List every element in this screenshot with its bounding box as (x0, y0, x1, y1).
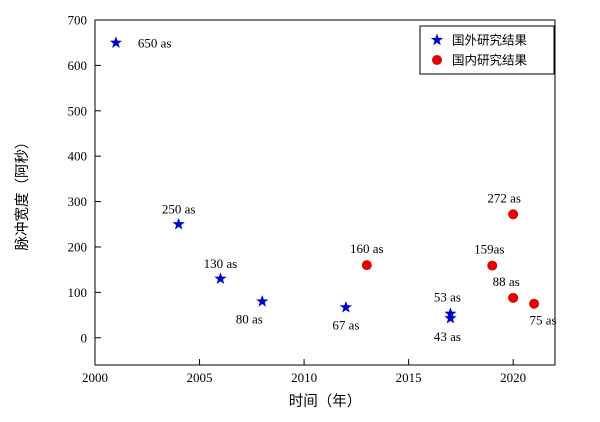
x-tick-label: 2015 (396, 370, 422, 385)
point-label: 43 as (434, 329, 461, 344)
point-label: 75 as (530, 313, 557, 328)
star-marker (256, 294, 269, 307)
star-marker (339, 300, 353, 313)
circle-marker (529, 298, 540, 309)
x-tick-label: 2005 (187, 370, 213, 385)
y-tick-label: 600 (68, 58, 88, 73)
point-label: 159as (474, 242, 504, 257)
x-tick-label: 2010 (291, 370, 317, 385)
y-tick-label: 400 (68, 149, 88, 164)
star-marker (109, 36, 123, 48)
star-marker (430, 33, 444, 46)
circle-marker (508, 209, 519, 220)
point-label: 67 as (332, 317, 359, 332)
x-tick-label: 2020 (500, 370, 526, 385)
y-tick-label: 700 (68, 13, 88, 28)
x-tick-label: 2000 (82, 370, 108, 385)
legend-box (419, 25, 555, 75)
point-label: 80 as (236, 311, 263, 326)
circle-marker (487, 260, 498, 271)
legend-label: 国内研究结果 (452, 53, 528, 68)
circle-marker (432, 55, 442, 65)
star-marker (172, 217, 185, 230)
circle-marker (508, 292, 519, 303)
plot-frame (94, 19, 556, 366)
point-label: 272 as (487, 190, 521, 205)
legend-label: 国外研究结果 (452, 33, 528, 48)
point-label: 130 as (204, 256, 238, 271)
y-tick-label: 100 (68, 285, 88, 300)
point-label: 250 as (162, 201, 196, 216)
point-label: 53 as (434, 290, 461, 305)
y-axis-title: 脉冲宽度（阿秒） (14, 135, 31, 251)
x-axis-title: 时间（年） (289, 393, 362, 410)
point-label: 650 as (138, 36, 172, 51)
y-tick-label: 500 (68, 103, 88, 118)
y-tick-label: 0 (81, 330, 88, 345)
star-marker (214, 272, 227, 285)
y-tick-label: 200 (68, 239, 88, 254)
y-tick-label: 300 (68, 194, 88, 209)
star-marker (444, 311, 457, 324)
circle-marker (361, 260, 372, 271)
point-label: 160 as (350, 241, 384, 256)
point-label: 88 as (493, 274, 520, 289)
